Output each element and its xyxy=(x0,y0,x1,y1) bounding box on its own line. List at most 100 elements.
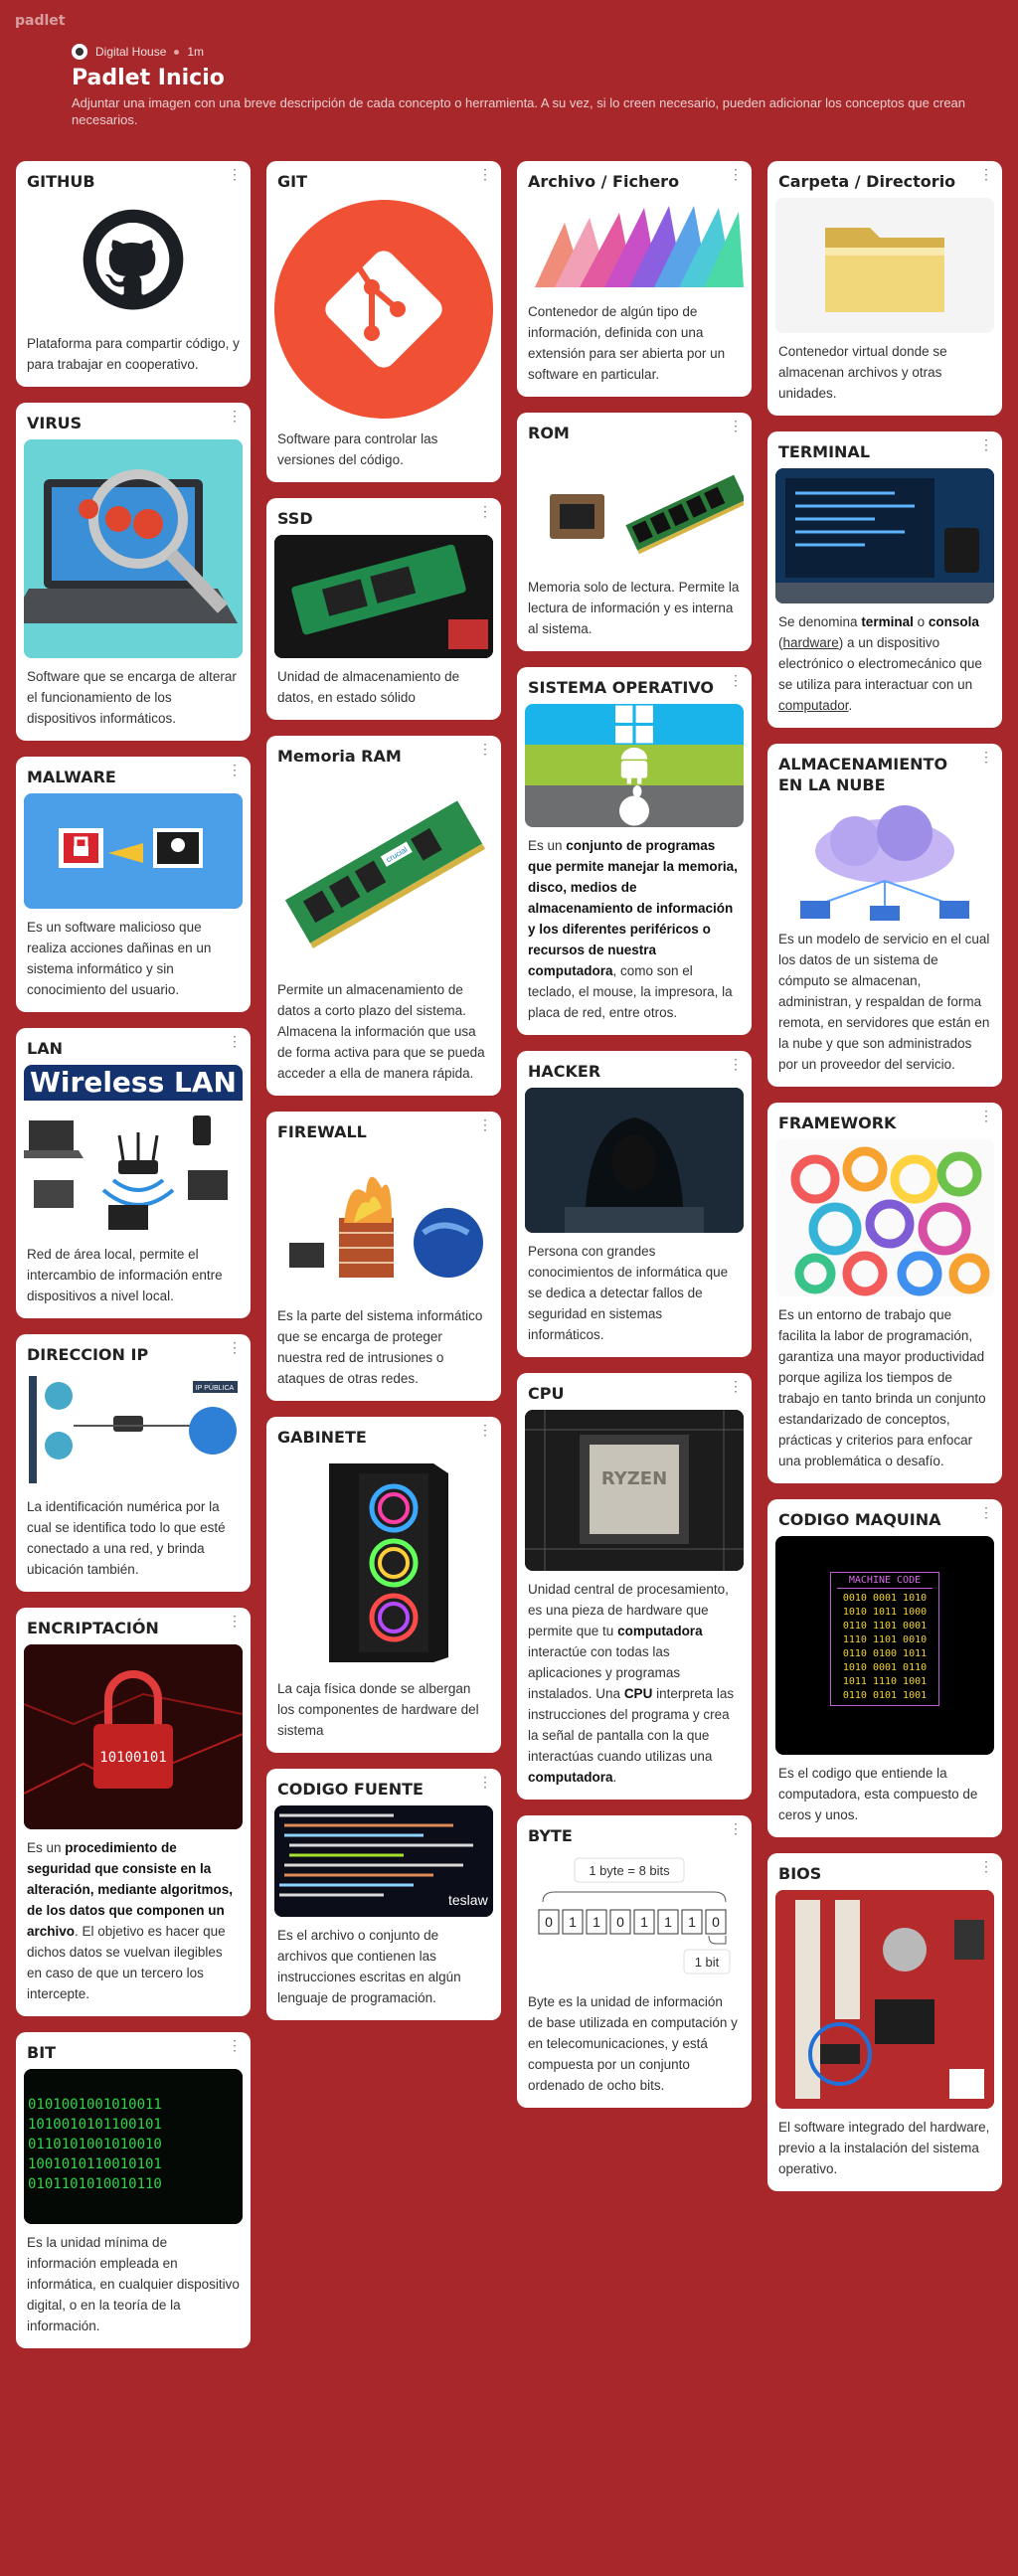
card-sistema-operativo[interactable]: SISTEMA OPERATIVO ⋮ Es un conjunto de pr… xyxy=(517,667,752,1035)
wireless-lan-image[interactable]: Wireless LAN xyxy=(24,1065,243,1236)
cpu-ryzen-image[interactable]: RYZEN xyxy=(525,1410,744,1571)
more-options-icon[interactable]: ⋮ xyxy=(729,418,743,433)
card-malware[interactable]: MALWARE ⋮ Es un software malicioso que r… xyxy=(16,757,251,1012)
card-nube[interactable]: ALMACENAMIENTO EN LA NUBE ⋮ Es un modelo… xyxy=(767,744,1002,1087)
malware-image[interactable] xyxy=(24,793,243,909)
card-gabinete[interactable]: GABINETE ⋮ La caja física donde se alber… xyxy=(266,1417,501,1753)
firewall-image[interactable] xyxy=(274,1148,493,1297)
bit-cell xyxy=(609,1909,631,1935)
card-rom[interactable]: ROM ⋮ Memoria solo de lectura. Permite l… xyxy=(517,413,752,651)
framework-gears-image[interactable] xyxy=(775,1139,994,1296)
machine-code-image[interactable]: MACHINE CODE 0010 0001 1010 1010 1011 100… xyxy=(775,1536,994,1755)
more-options-icon[interactable]: ⋮ xyxy=(478,1422,492,1438)
card-title: SSD xyxy=(277,509,313,528)
binary-code-image[interactable]: 0101001001010011 1010010101100101 011010… xyxy=(24,2069,243,2224)
bios-motherboard-image[interactable] xyxy=(775,1890,994,2109)
more-options-icon[interactable]: ⋮ xyxy=(979,1504,993,1520)
apple-icon xyxy=(525,785,744,827)
card-title: BIT xyxy=(27,2043,57,2062)
card-memoria-ram[interactable]: Memoria RAM ⋮ crucial Permite un almacen… xyxy=(266,736,501,1096)
card-archivo[interactable]: Archivo / Fichero ⋮ Contenedor de algún … xyxy=(517,161,752,397)
more-options-icon[interactable]: ⋮ xyxy=(478,503,492,519)
more-options-icon[interactable]: ⋮ xyxy=(478,741,492,757)
ip-public-label: IP PÚBLICA xyxy=(196,1383,235,1392)
pc-case-image[interactable] xyxy=(274,1454,493,1670)
card-terminal[interactable]: TERMINAL ⋮ Se denomina terminal o consol… xyxy=(767,431,1002,728)
card-carpeta[interactable]: Carpeta / Directorio ⋮ Contenedor virtua… xyxy=(767,161,1002,416)
card-description: Se denomina terminal o consola (hardware… xyxy=(778,614,982,713)
card-bios[interactable]: BIOS ⋮ El software integrado del hardwar… xyxy=(767,1853,1002,2191)
more-options-icon[interactable]: ⋮ xyxy=(729,1056,743,1072)
more-options-icon[interactable]: ⋮ xyxy=(979,749,993,765)
terminal-image[interactable] xyxy=(775,468,994,603)
card-cpu[interactable]: CPU ⋮ RYZEN Unidad central de procesamie… xyxy=(517,1373,752,1800)
virus-laptop-image[interactable] xyxy=(24,439,243,658)
card-git[interactable]: GIT ⋮ Software para controlar las versio… xyxy=(266,161,501,482)
card-bit[interactable]: BIT ⋮ 0101001001010011 1010010101100101 … xyxy=(16,2032,251,2348)
more-options-icon[interactable]: ⋮ xyxy=(228,1613,242,1629)
computador-link[interactable]: computador xyxy=(778,698,849,713)
more-options-icon[interactable]: ⋮ xyxy=(228,1033,242,1049)
page-description: Adjuntar una imagen con una breve descri… xyxy=(72,95,966,127)
file-folders-image[interactable] xyxy=(525,198,744,293)
more-options-icon[interactable]: ⋮ xyxy=(228,408,242,424)
source-code-image[interactable]: teslaw xyxy=(274,1805,493,1917)
more-options-icon[interactable]: ⋮ xyxy=(979,1108,993,1123)
encryption-binary-text: 10100101 xyxy=(99,1750,166,1766)
card-framework[interactable]: FRAMEWORK ⋮ Es un entorno de xyxy=(767,1103,1002,1483)
card-github[interactable]: GITHUB ⋮ Plataforma para compartir códig… xyxy=(16,161,251,387)
card-title: CPU xyxy=(528,1384,565,1403)
card-hacker[interactable]: HACKER ⋮ Persona con grandes conocimient… xyxy=(517,1051,752,1357)
os-logos-image[interactable] xyxy=(525,704,744,827)
card-firewall[interactable]: FIREWALL ⋮ Es la parte del sistema infor… xyxy=(266,1112,501,1401)
page-title: Padlet Inicio xyxy=(72,66,225,90)
more-options-icon[interactable]: ⋮ xyxy=(228,2037,242,2053)
more-options-icon[interactable]: ⋮ xyxy=(979,1858,993,1874)
more-options-icon[interactable]: ⋮ xyxy=(729,1378,743,1394)
padlet-logo[interactable]: padlet xyxy=(15,13,66,29)
card-ssd[interactable]: SSD ⋮ Unidad de almacenamiento de datos,… xyxy=(266,498,501,720)
card-virus[interactable]: VIRUS ⋮ Software que se encarga de alter… xyxy=(16,403,251,741)
more-options-icon[interactable]: ⋮ xyxy=(729,1820,743,1836)
more-options-icon[interactable]: ⋮ xyxy=(478,166,492,182)
hacker-image[interactable] xyxy=(525,1088,744,1233)
author-name[interactable]: Digital House xyxy=(95,45,167,59)
card-codigo-maquina[interactable]: CODIGO MAQUINA ⋮ MACHINE CODE 0010 0001 … xyxy=(767,1499,1002,1837)
more-options-icon[interactable]: ⋮ xyxy=(979,436,993,452)
hardware-link[interactable]: hardware xyxy=(782,635,839,650)
card-description: Es la unidad mínima de información emple… xyxy=(27,2235,240,2333)
more-options-icon[interactable]: ⋮ xyxy=(729,166,743,182)
ssd-image[interactable] xyxy=(274,535,493,658)
more-options-icon[interactable]: ⋮ xyxy=(228,762,242,777)
ram-module-image[interactable]: crucial xyxy=(274,773,493,971)
card-description: Unidad central de procesamiento, es una … xyxy=(528,1582,735,1785)
card-direccion-ip[interactable]: DIRECCION IP ⋮ IP PÚBLICA La identificac… xyxy=(16,1334,251,1592)
post-time: 1m xyxy=(187,45,205,59)
cloud-storage-image[interactable] xyxy=(775,801,994,921)
more-options-icon[interactable]: ⋮ xyxy=(729,672,743,688)
bit-cell xyxy=(538,1909,560,1935)
card-description: Contenedor de algún tipo de información,… xyxy=(528,304,726,382)
folder-icon[interactable] xyxy=(775,198,994,333)
card-codigo-fuente[interactable]: CODIGO FUENTE ⋮ teslaw Es el archi xyxy=(266,1769,501,2020)
card-encriptacion[interactable]: ENCRIPTACIÓN ⋮ 10100101 Es un procedimie… xyxy=(16,1608,251,2016)
separator-dot xyxy=(174,49,180,55)
ip-diagram-image[interactable]: IP PÚBLICA xyxy=(24,1371,243,1488)
more-options-icon[interactable]: ⋮ xyxy=(979,166,993,182)
more-options-icon[interactable]: ⋮ xyxy=(478,1774,492,1790)
more-options-icon[interactable]: ⋮ xyxy=(228,166,242,182)
author-avatar[interactable] xyxy=(72,44,87,60)
card-lan[interactable]: LAN ⋮ Wireless LAN Red de área local, pe… xyxy=(16,1028,251,1318)
more-options-icon[interactable]: ⋮ xyxy=(228,1339,242,1355)
card-title: GABINETE xyxy=(277,1428,367,1447)
more-options-icon[interactable]: ⋮ xyxy=(478,1116,492,1132)
bit-value: 0 xyxy=(616,1914,624,1930)
machine-code-line: 0110 1101 0001 xyxy=(842,1621,928,1631)
card-title: SISTEMA OPERATIVO xyxy=(528,678,715,697)
github-logo-icon[interactable] xyxy=(24,198,243,325)
rom-chips-image[interactable] xyxy=(525,449,744,569)
encryption-lock-image[interactable]: 10100101 xyxy=(24,1644,243,1829)
git-logo-icon[interactable] xyxy=(274,198,493,421)
